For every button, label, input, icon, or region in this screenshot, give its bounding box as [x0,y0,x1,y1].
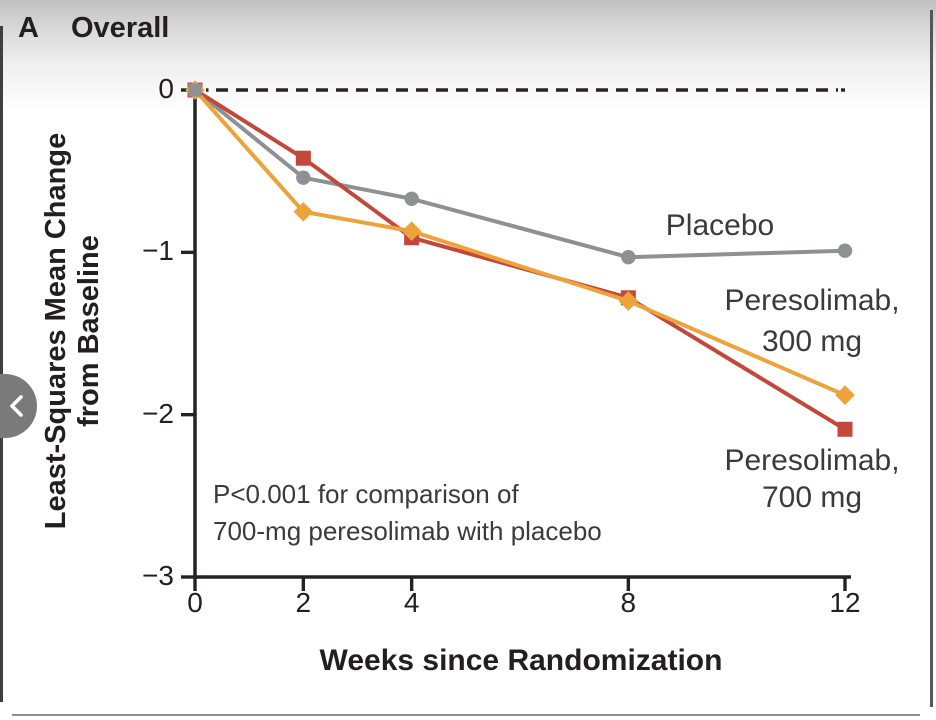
legend-label-peresolimab-700: Peresolimab, 700 mg [688,442,936,516]
x-tick-label: 12 [829,587,861,618]
pvalue-annotation: P<0.001 for comparison of 700-mg peresol… [213,476,602,550]
bottom-divider [12,714,920,716]
data-point-peresolimab-300-mg [618,291,639,311]
x-tick-label: 4 [403,587,420,618]
x-tick-label: 8 [620,587,637,618]
data-point-peresolimab-700-mg [295,150,311,166]
series-line-peresolimab-700-mg [193,88,847,431]
y-tick-label: −3 [142,560,174,591]
legend-label-placebo: Placebo [665,209,775,242]
chevron-left-icon [10,395,23,417]
legend-label-peresolimab-700-line2: 700 mg [761,481,863,514]
x-tick-label: 2 [295,587,312,618]
y-axis-title-line2: from Baseline [73,235,105,427]
left-window-border [0,26,3,702]
data-point-placebo [296,170,311,185]
data-point-peresolimab-300-mg [401,221,422,242]
y-tick-label: 0 [158,73,174,104]
y-tick-label: −1 [142,235,174,267]
page-title: Overall [71,12,170,44]
panel-label: A [18,12,39,44]
legend-label-peresolimab-700-line1: Peresolimab, [724,444,900,477]
series-peresolimab-700-mg [187,82,853,437]
y-axis-title-line1: Least-Squares Mean Change [40,132,72,530]
right-window-border [930,10,933,707]
data-point-placebo [621,250,636,265]
origin-marker [188,83,202,97]
top-gradient [0,0,936,112]
data-point-placebo [404,191,419,206]
x-axis-title: Weeks since Randomization [319,644,723,677]
y-axis-title: Least-Squares Mean Change from Baseline [40,86,106,576]
legend-label-peresolimab-300-line1: Peresolimab, [724,284,900,317]
x-tick-label: 0 [187,587,203,618]
legend-label-peresolimab-300-line2: 300 mg [761,325,863,358]
data-point-placebo [837,243,853,258]
pvalue-annotation-line1: P<0.001 for comparison of [213,479,519,509]
data-point-peresolimab-300-mg [835,385,855,405]
legend-label-peresolimab-300: Peresolimab, 300 mg [688,280,936,362]
pvalue-annotation-line2: 700-mg peresolimab with placebo [213,516,602,546]
data-point-peresolimab-300-mg [293,201,314,222]
data-point-peresolimab-700-mg [837,421,853,437]
y-tick-label: −2 [142,397,174,429]
